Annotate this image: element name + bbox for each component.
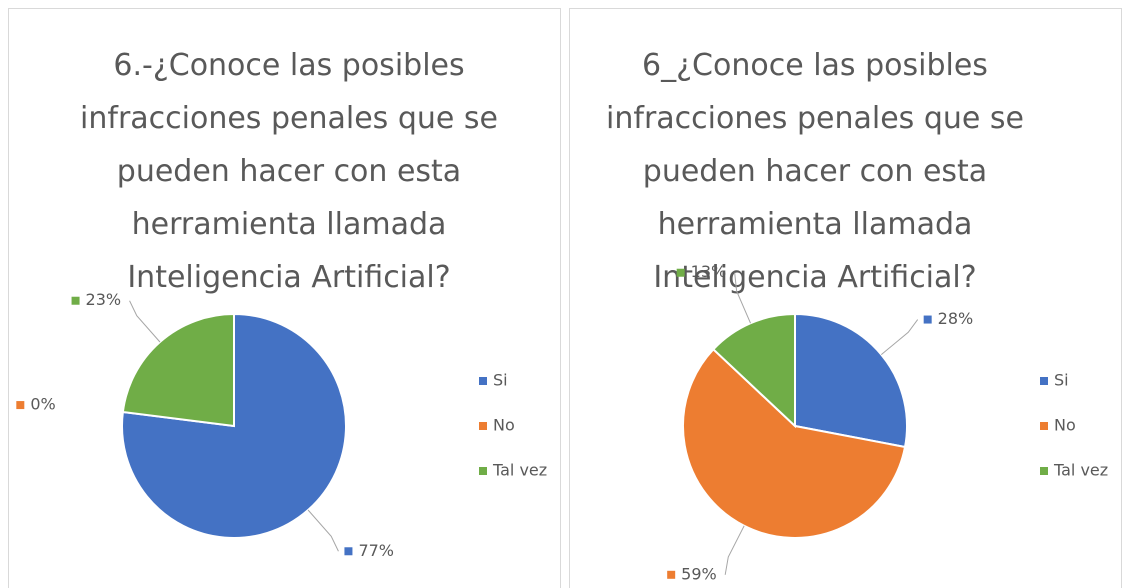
leader-line [734, 272, 751, 324]
chart: 77% 0% 23% Si No Tal vez [16, 290, 547, 560]
chart: 28% 59% 13% Si No Tal vez [667, 262, 1108, 581]
legend-key [479, 467, 487, 475]
legend-key [479, 422, 487, 430]
data-label: 59% [681, 564, 717, 581]
pie-slice [121, 312, 235, 428]
legend-label: Si [493, 371, 508, 390]
data-label: 0% [30, 395, 55, 414]
chart-title: 6.-¿Conoce las posibles infracciones pen… [80, 48, 498, 295]
leader-line [307, 509, 339, 552]
data-label: 77% [358, 541, 394, 560]
leader-line [129, 300, 161, 343]
legend-key [1040, 422, 1048, 430]
pie-slice [794, 312, 908, 449]
label-key [16, 401, 25, 410]
label-key [923, 315, 932, 324]
legend-key [1040, 467, 1048, 475]
label-key [676, 268, 685, 277]
chart-panel: 6.-¿Conoce las posibles infracciones pen… [8, 8, 561, 588]
leader-line [724, 525, 745, 575]
legend-label: Si [1054, 371, 1069, 390]
legend-label: Tal vez [1053, 461, 1108, 480]
data-label: 28% [938, 309, 974, 328]
pie-slice [711, 312, 796, 429]
legend-label: No [493, 416, 515, 435]
label-key [667, 570, 676, 579]
data-label: 23% [86, 290, 122, 309]
data-label: 13% [691, 262, 727, 281]
leader-line [880, 319, 919, 355]
legend-label: Tal vez [492, 461, 547, 480]
chart-panel: 6_¿Conoce las posibles infracciones pena… [569, 8, 1122, 588]
legend-key [479, 377, 487, 385]
label-key [71, 296, 80, 305]
label-key [344, 547, 353, 556]
legend-key [1040, 377, 1048, 385]
chart-title: 6_¿Conoce las posibles infracciones pena… [606, 48, 1024, 295]
legend-label: No [1054, 416, 1076, 435]
